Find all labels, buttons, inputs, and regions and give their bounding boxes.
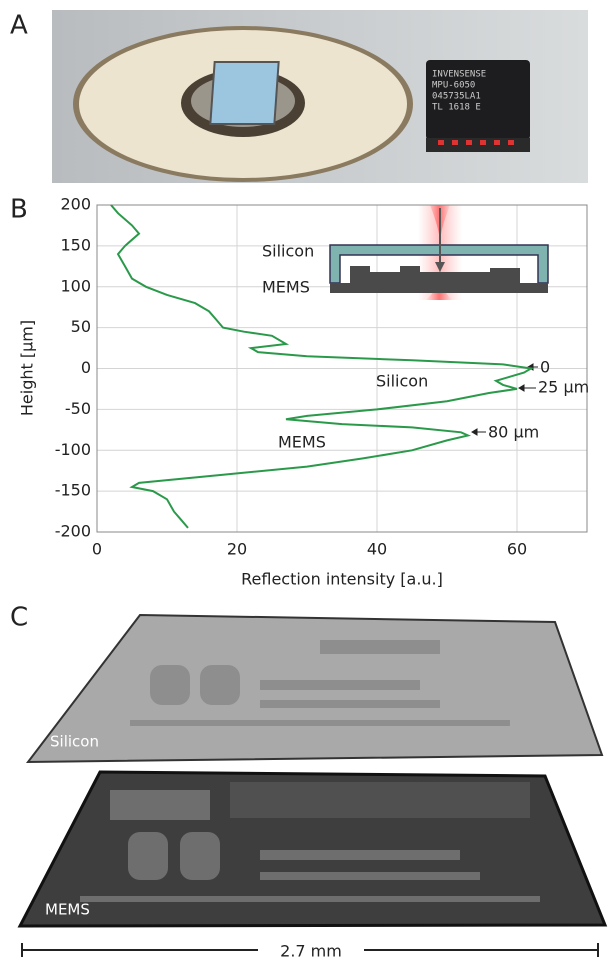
y-tick-label: 100 — [60, 276, 91, 295]
annotation: 80 µm — [488, 423, 539, 442]
y-axis-title: Height [µm] — [18, 320, 37, 416]
chip-text: TL 1618 E — [432, 103, 481, 113]
inset-label: Silicon — [262, 242, 314, 261]
x-tick-label: 60 — [507, 540, 527, 559]
inset — [330, 205, 548, 300]
y-tick-label: -50 — [65, 399, 91, 418]
y-tick-label: 50 — [71, 317, 91, 336]
panel-label: A — [10, 11, 28, 41]
chip-text: MPU-6050 — [432, 81, 475, 91]
image-label: MEMS — [45, 901, 90, 919]
y-tick-label: 0 — [81, 358, 91, 377]
y-tick-label: 200 — [60, 195, 91, 214]
scale-bar-label: 2.7 mm — [280, 942, 342, 961]
annotation: 0 — [540, 358, 550, 377]
annotation: Silicon — [376, 372, 428, 391]
chip-text: INVENSENSE — [432, 70, 486, 80]
y-tick-label: 150 — [60, 235, 91, 254]
x-tick-label: 40 — [367, 540, 387, 559]
x-tick-label: 0 — [92, 540, 102, 559]
y-tick-label: -200 — [55, 522, 91, 541]
inset-label: MEMS — [262, 278, 310, 297]
chip-text: 045735LA1 — [432, 92, 481, 102]
image-c — [20, 615, 605, 926]
y-tick-label: -100 — [55, 440, 91, 459]
photo-a — [52, 10, 588, 183]
panel-label: B — [10, 195, 28, 225]
y-tick-label: -150 — [55, 481, 91, 500]
annotation: MEMS — [278, 433, 326, 452]
image-label: Silicon — [50, 733, 99, 751]
x-axis-title: Reflection intensity [a.u.] — [241, 570, 443, 589]
x-tick-label: 20 — [227, 540, 247, 559]
panel-label: C — [10, 603, 28, 633]
figure: A B C INVENSENSEMPU-6050045735LA1TL 1618… — [0, 0, 611, 965]
annotation: 25 µm — [538, 378, 589, 397]
